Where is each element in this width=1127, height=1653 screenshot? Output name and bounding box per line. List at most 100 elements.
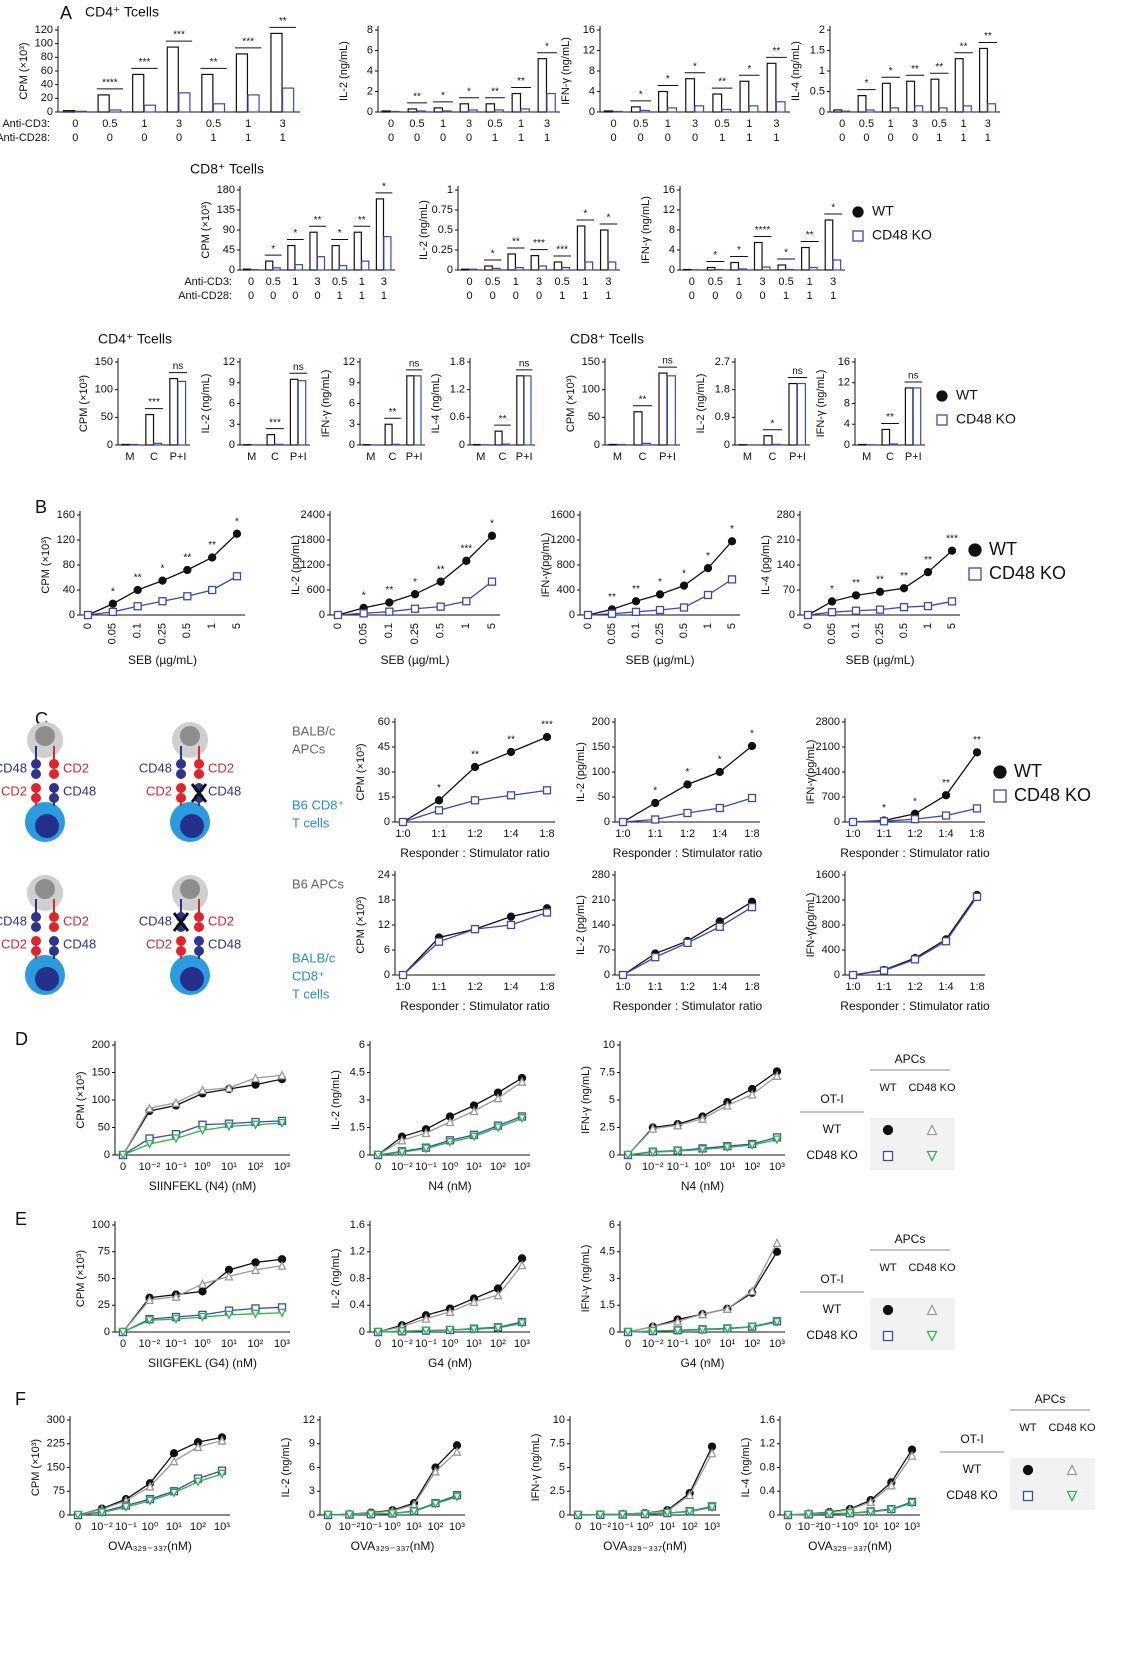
marker bbox=[199, 1087, 206, 1094]
marker bbox=[489, 532, 496, 539]
legend-bg bbox=[870, 1118, 955, 1170]
t-nucleus bbox=[180, 967, 204, 991]
panel-label: A bbox=[60, 3, 72, 23]
y-tick-label: 1.2 bbox=[350, 1246, 365, 1258]
marker bbox=[519, 1262, 526, 1269]
y-axis-label: IFN-γ (ng/mL) bbox=[530, 1434, 542, 1502]
x-tick-label: 10² bbox=[248, 1161, 264, 1173]
marker bbox=[252, 1259, 259, 1266]
y-tick-label: 0 bbox=[724, 439, 730, 451]
y-tick-label: 5 bbox=[559, 1461, 565, 1473]
significance: * bbox=[889, 66, 893, 77]
marker bbox=[544, 734, 551, 741]
y-tick-label: 6 bbox=[359, 1039, 365, 1051]
y-tick-label: 75 bbox=[53, 1485, 65, 1497]
x-tick-label: 10² bbox=[490, 1338, 506, 1350]
domain bbox=[176, 759, 186, 769]
x-tick-label: 0.5 bbox=[633, 118, 648, 130]
bar bbox=[154, 443, 162, 445]
marker bbox=[620, 819, 627, 826]
x-axis-label: G4 (nM) bbox=[680, 1356, 724, 1370]
receptor-label: CD48 bbox=[139, 913, 172, 928]
y-axis-label: IFN-γ (ng/mL) bbox=[815, 370, 827, 438]
x-tick-label: 5 bbox=[231, 623, 243, 629]
bar bbox=[642, 443, 650, 445]
bar bbox=[866, 110, 874, 112]
x-tick-label-2: 0 bbox=[292, 290, 298, 302]
significance: * bbox=[713, 250, 717, 261]
bar bbox=[659, 373, 667, 445]
bar bbox=[722, 109, 731, 112]
x-tick-label-2: 0 bbox=[440, 132, 446, 144]
x-tick-label: 1 bbox=[736, 276, 742, 288]
marker bbox=[729, 538, 736, 545]
bar bbox=[634, 412, 642, 445]
x-tick-label: 0.25 bbox=[654, 623, 666, 644]
y-tick-label: 1400 bbox=[816, 766, 840, 778]
x-tick-label: 0.5 bbox=[778, 276, 793, 288]
x-tick-label: 1 bbox=[922, 623, 934, 629]
x-tick-label: M bbox=[743, 451, 752, 463]
y-axis-label: IFN-γ(pg/mL) bbox=[805, 893, 817, 958]
x-tick-label: 0.5 bbox=[266, 276, 281, 288]
significance: *** bbox=[460, 543, 472, 554]
x-tick-label: 1 bbox=[513, 276, 519, 288]
marker bbox=[544, 909, 551, 916]
marker bbox=[226, 1311, 233, 1318]
series-line bbox=[403, 913, 547, 976]
x-tick-label-2: 0 bbox=[736, 290, 742, 302]
bar bbox=[764, 436, 772, 445]
bar bbox=[613, 111, 622, 112]
bar bbox=[407, 376, 414, 445]
x-tick-label: 10¹ bbox=[659, 1521, 675, 1533]
figure: 020406080100120CPM (×10³)000.5010300.511… bbox=[0, 0, 1127, 1648]
x-tick-label: 1:4 bbox=[503, 828, 518, 840]
significance: *** bbox=[556, 245, 568, 256]
bar bbox=[767, 63, 776, 112]
bar bbox=[485, 266, 492, 270]
x-tick-label: 10⁰ bbox=[384, 1521, 401, 1533]
legend-row: WT bbox=[823, 1122, 842, 1136]
x-tick-label: 1:1 bbox=[431, 981, 446, 993]
chart-title: CD8⁺ Tcells bbox=[570, 331, 644, 347]
significance: ** bbox=[208, 540, 216, 551]
x-tick-label-2: 0 bbox=[665, 132, 671, 144]
domain bbox=[194, 946, 204, 956]
x-tick-label-2: 1 bbox=[381, 290, 387, 302]
x-tick-label: 1:0 bbox=[395, 828, 410, 840]
x-axis-label: SEB (µg/mL) bbox=[381, 653, 450, 667]
significance: *** bbox=[269, 417, 281, 428]
x-tick-label: 0.5 bbox=[898, 623, 910, 638]
bar bbox=[931, 79, 939, 112]
y-tick-label: 0 bbox=[459, 439, 465, 451]
legend-row: CD48 KO bbox=[946, 1488, 997, 1502]
receptor-label: CD2 bbox=[208, 760, 234, 775]
x-axis-label: SEB (µg/mL) bbox=[846, 653, 915, 667]
y-tick-label: 100 bbox=[35, 38, 53, 50]
marker bbox=[472, 797, 479, 804]
apc-nucleus bbox=[180, 879, 200, 899]
x-tick-label: 10⁻² bbox=[339, 1521, 361, 1533]
significance: ** bbox=[134, 573, 142, 584]
y-tick-label: 0 bbox=[604, 969, 610, 981]
bar bbox=[641, 110, 650, 112]
bar bbox=[659, 92, 668, 113]
bar bbox=[939, 108, 947, 112]
y-tick-label: 0 bbox=[359, 1326, 365, 1338]
marker bbox=[226, 1273, 233, 1280]
receptor-label: CD48 bbox=[208, 936, 241, 951]
x-tick-label: 0.5 bbox=[932, 118, 947, 130]
bar bbox=[547, 94, 555, 112]
x-tick-label-2: 0 bbox=[314, 290, 320, 302]
x-tick-label: 1:0 bbox=[845, 981, 860, 993]
x-tick-label: M bbox=[476, 451, 485, 463]
marker bbox=[652, 954, 659, 961]
significance: ** bbox=[413, 92, 421, 103]
marker bbox=[1024, 1492, 1033, 1501]
x-tick-label: 3 bbox=[280, 118, 286, 130]
marker bbox=[853, 207, 863, 217]
x-tick-label: C bbox=[639, 451, 647, 463]
x-tick-label-2: 1 bbox=[359, 290, 365, 302]
x-tick-label: 10⁻² bbox=[391, 1338, 413, 1350]
y-axis-label: CPM (×10³) bbox=[565, 375, 577, 432]
